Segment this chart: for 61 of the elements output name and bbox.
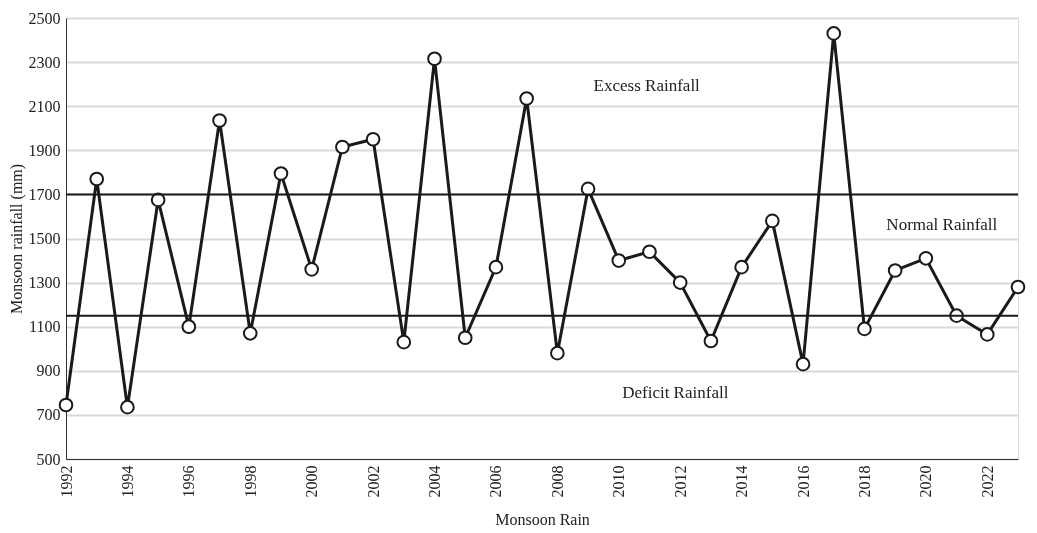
point xyxy=(979,327,995,342)
y-tick-label: 1700 xyxy=(28,185,61,203)
point xyxy=(826,26,842,41)
point xyxy=(519,91,534,106)
y-tick-label: 2500 xyxy=(28,9,61,27)
point xyxy=(550,345,565,361)
point xyxy=(58,397,74,413)
y-tick-label: 1900 xyxy=(28,141,61,159)
point xyxy=(335,139,350,155)
point xyxy=(89,171,105,187)
x-tick-label: 2004 xyxy=(426,465,444,498)
point xyxy=(795,356,811,372)
y-tick-label: 900 xyxy=(36,362,61,380)
y-tick-label: 1500 xyxy=(28,230,61,247)
point xyxy=(427,51,442,67)
point xyxy=(1010,279,1026,295)
point xyxy=(488,259,504,275)
x-tick-label: 1998 xyxy=(241,465,259,498)
x-tick-label: 2008 xyxy=(548,465,566,498)
point xyxy=(857,321,872,337)
x-tick-label: 1996 xyxy=(180,465,198,498)
x-tick-label: 1992 xyxy=(57,465,75,498)
point xyxy=(611,253,627,268)
x-tick-label: 2018 xyxy=(855,465,873,498)
point xyxy=(703,333,719,349)
point xyxy=(457,330,473,346)
x-tick-label: 2016 xyxy=(794,465,812,498)
annotation: Deficit Rainfall xyxy=(622,382,729,402)
point xyxy=(242,326,258,341)
x-tick-label: 2014 xyxy=(733,465,751,498)
point xyxy=(396,334,412,350)
x-tick-label: 2010 xyxy=(610,465,628,498)
point xyxy=(304,262,319,277)
point xyxy=(120,399,135,415)
point xyxy=(273,166,289,181)
annotation: Normal Rainfall xyxy=(886,215,998,235)
annotation: Excess Rainfall xyxy=(593,76,701,96)
point xyxy=(918,251,934,266)
x-tick-label: 2012 xyxy=(671,465,689,498)
x-tick-label: 2000 xyxy=(303,465,321,498)
x-tick-label: 2006 xyxy=(487,465,505,498)
point xyxy=(734,259,749,275)
x-tick-label: 1994 xyxy=(118,465,136,498)
y-tick-label: 700 xyxy=(36,406,61,424)
point xyxy=(181,319,197,335)
y-tick-label: 1100 xyxy=(29,318,61,336)
x-tick-label: 2020 xyxy=(917,465,935,498)
point xyxy=(887,263,903,278)
y-tick-label: 1300 xyxy=(28,274,61,292)
x-tick-label: 2022 xyxy=(978,465,996,498)
point xyxy=(642,244,657,260)
x-tick-label: 2002 xyxy=(364,465,382,498)
point xyxy=(765,213,780,229)
y-axis-title: Monsoon rainfall (mm) xyxy=(7,163,26,315)
x-axis-title: Monsoon Rain xyxy=(495,510,590,528)
point xyxy=(672,275,688,290)
y-tick-label: 500 xyxy=(36,450,61,468)
point xyxy=(365,131,381,147)
point xyxy=(212,113,227,128)
y-tick-label: 2100 xyxy=(28,97,61,115)
y-tick-label: 2300 xyxy=(28,53,61,71)
